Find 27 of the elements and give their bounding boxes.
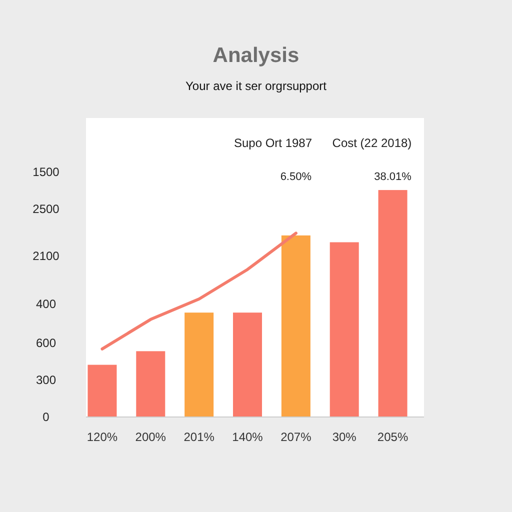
x-tick-label: 201%	[184, 430, 215, 444]
text: Supo Ort 1987	[234, 136, 312, 150]
text: 0	[42, 410, 50, 424]
text: 38.01%	[374, 170, 412, 183]
bar	[184, 312, 214, 417]
bar	[233, 312, 262, 417]
text: 2500	[32, 202, 60, 216]
bar	[330, 242, 359, 417]
chart-subtitle: Your ave it ser orgrsupport	[186, 79, 328, 93]
bar	[88, 364, 117, 417]
text: 6.50%	[280, 170, 312, 183]
text: Cost (22 2018)	[332, 136, 412, 150]
bar	[281, 235, 310, 417]
bar	[136, 351, 166, 417]
text: 2100	[32, 249, 60, 264]
bar	[378, 190, 408, 417]
x-tick-label: 140%	[232, 430, 264, 444]
text: 400	[36, 297, 56, 312]
text: 600	[36, 336, 56, 350]
x-tick-label: 207%	[280, 430, 312, 444]
x-tick-label: 30%	[332, 430, 357, 444]
chart-title: Analysis	[212, 44, 300, 67]
x-tick-label: 205%	[377, 430, 408, 444]
text: 1500	[32, 165, 60, 180]
x-tick-label: 120%	[86, 430, 118, 444]
x-tick-label: 200%	[135, 430, 166, 444]
text: 300	[36, 373, 56, 388]
